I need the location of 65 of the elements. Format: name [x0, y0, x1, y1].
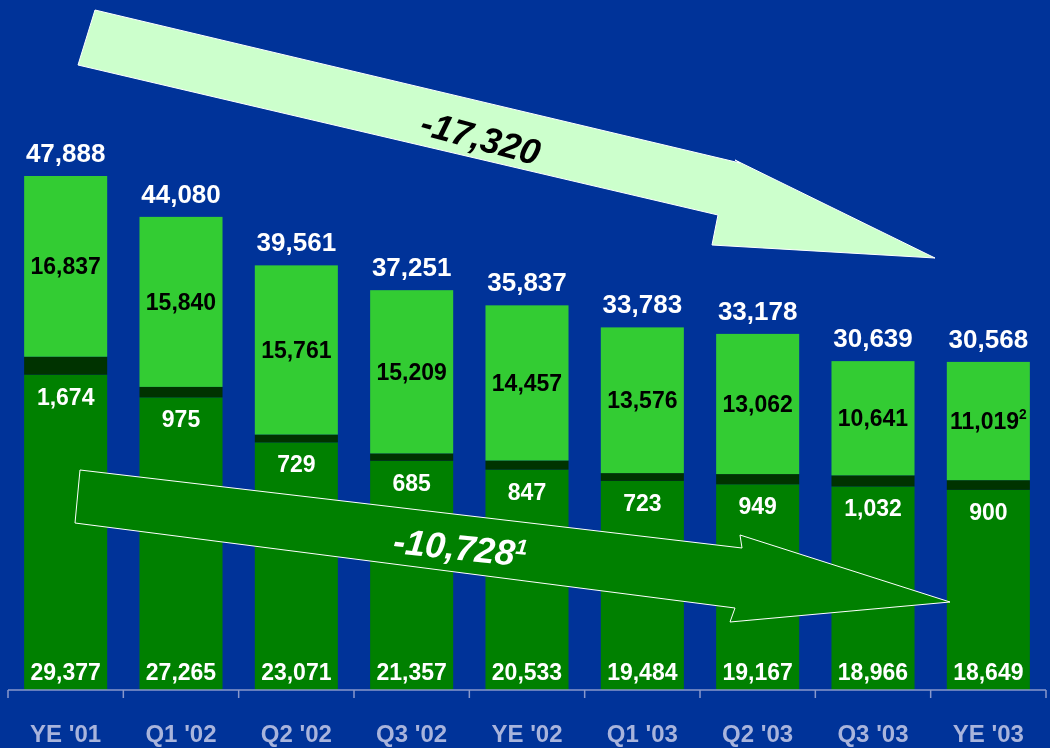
bar — [600, 327, 684, 474]
data-label: 21,357 — [376, 659, 447, 686]
data-label: 1,674 — [36, 383, 95, 410]
data-label: 11,019$^{2}$ — [949, 407, 1028, 435]
data-label: 975 — [161, 406, 201, 433]
total-label: 37,251 — [371, 252, 452, 283]
bar — [139, 216, 223, 387]
x-tick-label: Q1 '02 — [145, 720, 217, 747]
data-label: 685 — [392, 469, 432, 496]
bar — [600, 473, 684, 481]
x-tick-label: Q2 '03 — [722, 720, 794, 747]
data-label: 19,484 — [607, 659, 678, 686]
x-tick-label: YE '02 — [491, 720, 563, 747]
x-tick-label: Q2 '02 — [260, 720, 332, 747]
data-label: 15,840 — [145, 288, 217, 315]
bar — [716, 474, 800, 485]
data-label: 729 — [277, 451, 316, 478]
data-label: 14,457 — [491, 370, 563, 397]
data-label: 10,641 — [837, 405, 909, 432]
x-tick-label: YE '01 — [30, 720, 102, 747]
data-label: 27,265 — [145, 659, 217, 686]
data-label: 949 — [738, 493, 777, 520]
data-label: 723 — [623, 489, 662, 516]
data-label: 847 — [507, 478, 547, 505]
total-label: 33,783 — [602, 289, 683, 320]
bar — [485, 305, 569, 461]
data-label: 15,761 — [261, 337, 332, 364]
bar — [254, 265, 338, 435]
data-label: 16,837 — [30, 253, 101, 280]
total-label: 44,080 — [141, 178, 221, 209]
bar — [24, 356, 108, 375]
bar — [370, 453, 454, 461]
bar — [946, 480, 1030, 490]
bar — [24, 176, 108, 357]
data-label: 23,071 — [261, 659, 332, 686]
data-label: 20,533 — [491, 659, 563, 686]
total-label: 33,178 — [717, 295, 798, 326]
data-label: 18,649 — [953, 659, 1024, 686]
data-label: 13,062 — [722, 391, 793, 418]
bar — [831, 475, 915, 487]
bar — [139, 386, 223, 398]
data-label: 29,377 — [30, 659, 101, 686]
total-label: 47,888 — [25, 138, 106, 168]
x-tick-label: Q3 '02 — [376, 720, 448, 747]
total-label: 30,568 — [948, 323, 1029, 354]
total-label: 39,561 — [256, 227, 337, 258]
bar — [946, 361, 1030, 481]
data-label: 1,032 — [844, 495, 902, 522]
data-label: 13,576 — [607, 387, 678, 414]
text: -17,320 — [416, 101, 545, 174]
data-label: 900 — [969, 498, 1008, 525]
bar — [831, 361, 915, 476]
bar — [946, 489, 1030, 690]
bar — [370, 290, 454, 454]
x-tick-label: YE '03 — [952, 720, 1024, 747]
total-label: 30,639 — [833, 323, 913, 354]
total-label: 35,837 — [487, 267, 567, 298]
x-tick-label: Q3 '03 — [837, 720, 909, 747]
annotation: -10,728$^{1}$ — [391, 520, 530, 574]
bar — [485, 460, 569, 470]
data-label: 18,966 — [837, 659, 909, 686]
data-label: 19,167 — [722, 659, 793, 686]
bar — [716, 333, 800, 475]
x-tick-label: Q1 '03 — [606, 720, 678, 747]
data-label: 15,209 — [376, 358, 447, 385]
